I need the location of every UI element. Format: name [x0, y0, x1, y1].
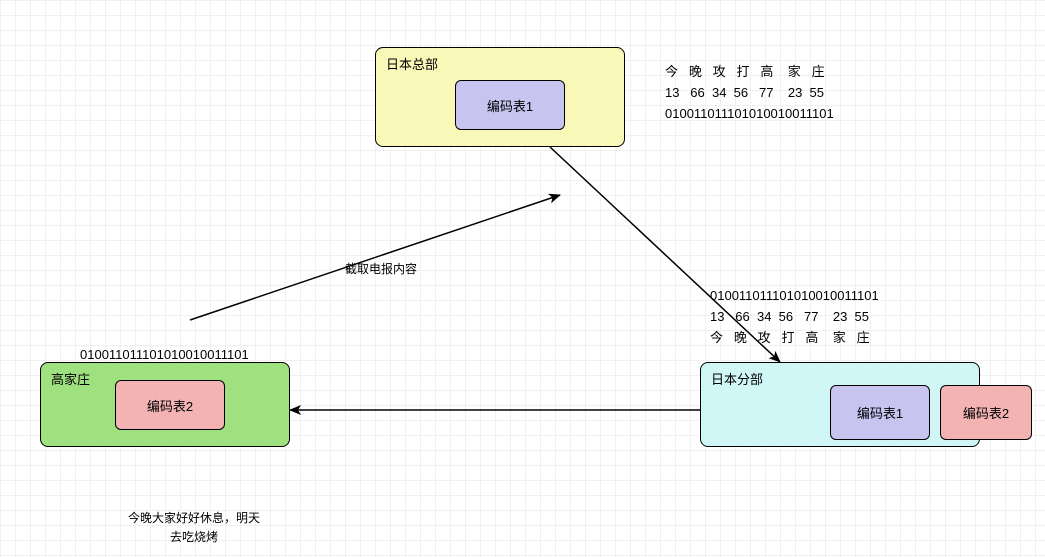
node-branch-title: 日本分部 [711, 372, 763, 387]
text-hq-right: 今 晚 攻 打 高 家 庄 13 66 34 56 77 23 55 01001… [665, 62, 834, 124]
edge-gaojia-intercept [190, 195, 560, 320]
text-gaojia-below-l1: 今晚大家好好休息，明天 [128, 511, 260, 525]
text-gaojia-above-l1: 010011011101010010011101 [80, 347, 249, 362]
node-hq-codebook1: 编码表1 [455, 80, 565, 130]
node-branch-codebook1-label: 编码表1 [857, 403, 903, 422]
node-hq-codebook1-label: 编码表1 [487, 96, 533, 115]
node-branch-codebook2: 编码表2 [940, 385, 1032, 440]
label-intercept-text: 截取电报内容 [345, 262, 417, 276]
node-hq-title: 日本总部 [386, 57, 438, 72]
label-intercept: 截取电报内容 [345, 260, 417, 277]
text-gaojia-above: 010011011101010010011101 [80, 324, 249, 366]
node-gaojia-codebook2: 编码表2 [115, 380, 225, 430]
node-gaojia-codebook2-label: 编码表2 [147, 396, 193, 415]
text-gaojia-below-l2: 去吃烧烤 [128, 528, 260, 547]
node-branch-codebook2-label: 编码表2 [963, 403, 1009, 422]
text-branch-above: 010011011101010010011101 13 66 34 56 77 … [710, 286, 879, 348]
node-branch-codebook1: 编码表1 [830, 385, 930, 440]
node-gaojia-title: 高家庄 [51, 372, 90, 387]
text-gaojia-below: 今晚大家好好休息，明天 去吃烧烤 [128, 490, 260, 557]
